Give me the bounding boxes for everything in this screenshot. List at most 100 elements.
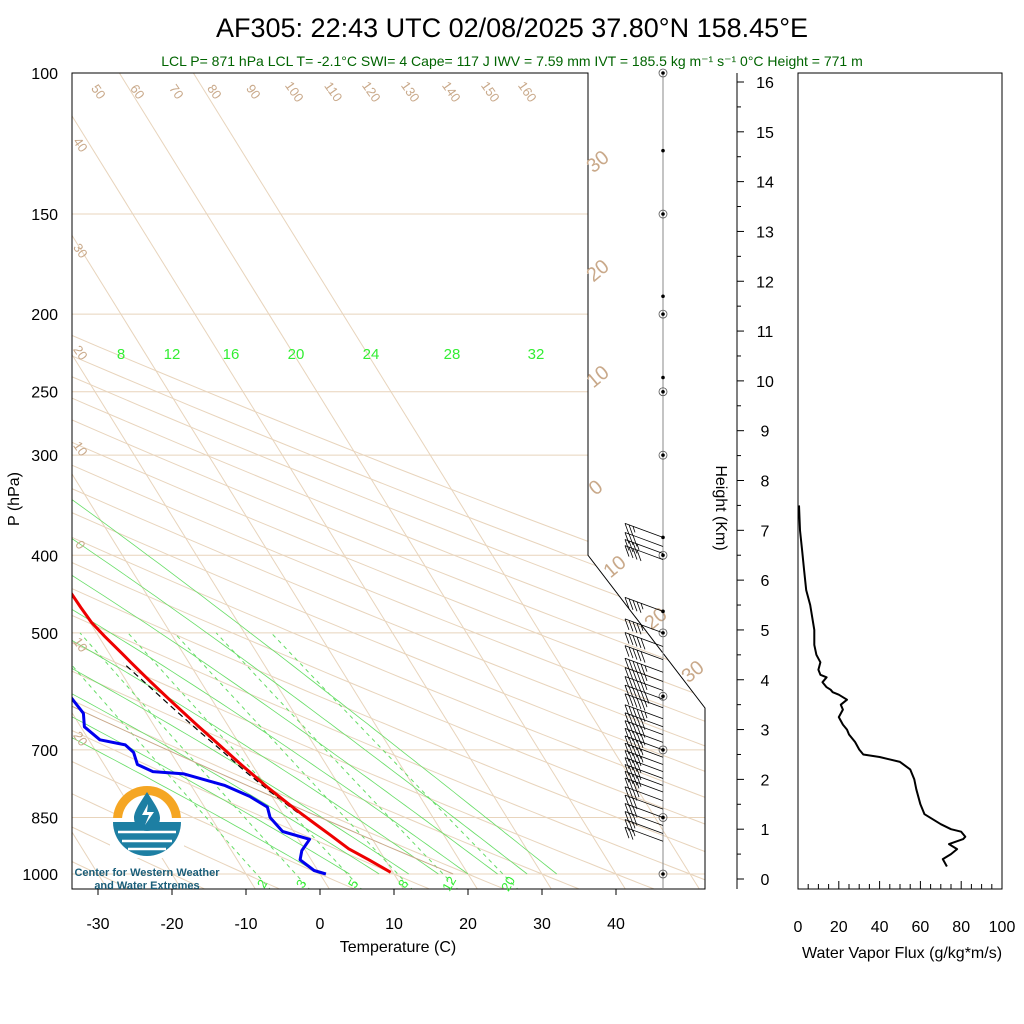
wind-barb-half-flag xyxy=(640,624,644,631)
wind-barb xyxy=(624,770,664,787)
dry-adiabat-label: 120 xyxy=(359,79,384,105)
wind-barb-flag xyxy=(624,685,630,697)
isotherm-line xyxy=(192,73,701,889)
wind-barb-staff xyxy=(624,794,664,810)
wind-barb-flag xyxy=(624,539,630,551)
wind-barb-staff xyxy=(624,750,664,765)
wind-barb-staff xyxy=(624,777,664,793)
temperature-tick-label: -20 xyxy=(160,916,183,933)
calm-wind-circle xyxy=(658,813,668,822)
wind-barb-flag xyxy=(624,735,630,748)
wind-barb xyxy=(624,545,664,562)
wind-barb-staff xyxy=(624,545,664,560)
isotherm-line xyxy=(72,73,553,889)
wind-barb-flag xyxy=(632,542,638,554)
wind-barb xyxy=(624,632,664,650)
wind-barb-flag xyxy=(632,548,638,560)
temperature-tick-label: -10 xyxy=(234,916,257,933)
dewpoint-line xyxy=(72,562,327,876)
flux-tick-label: 40 xyxy=(871,919,889,936)
isotherm-label: 40 xyxy=(70,134,91,154)
wind-barb-staff xyxy=(624,735,664,751)
mixing-ratio-label: 12 xyxy=(164,346,181,363)
wind-barb-flag xyxy=(628,524,634,537)
wind-barb-staff xyxy=(624,676,664,691)
flux-tick-label: 60 xyxy=(912,919,930,936)
wind-barb-flag xyxy=(636,601,642,613)
wind-barb-flag xyxy=(624,827,630,839)
wind-barb-flag xyxy=(632,780,638,793)
wind-barb-staff xyxy=(624,819,664,834)
wind-barb-flag xyxy=(624,597,630,609)
moist-adiabat-line xyxy=(72,346,439,875)
wind-barb-half-flag xyxy=(640,603,644,610)
isotherm-line xyxy=(118,73,627,889)
logo-text-line1: Center for Western Weather xyxy=(74,867,220,879)
wind-barb-staff xyxy=(624,667,664,682)
mixing-ratio-line xyxy=(72,632,273,889)
dry-adiabat-line xyxy=(72,73,660,889)
wind-barb-flag xyxy=(624,523,630,535)
dry-adiabat-line xyxy=(72,73,510,889)
height-tick-label: 4 xyxy=(761,673,770,690)
wind-barb-half-flag xyxy=(644,665,648,672)
wind-barb-flag xyxy=(636,671,642,684)
pressure-tick-label: 700 xyxy=(31,743,58,760)
wind-barb-flag xyxy=(628,828,634,840)
y-axis-label: P (hPa) xyxy=(6,472,23,526)
wind-barb xyxy=(624,786,664,802)
wind-barb-staff xyxy=(624,704,664,720)
wind-level-dot xyxy=(661,212,665,216)
wind-barb-flag xyxy=(632,767,638,779)
dry-adiabat-label: 50 xyxy=(88,81,109,101)
chart-title: AF305: 22:43 UTC 02/08/2025 37.80°N 158.… xyxy=(216,13,808,43)
dry-adiabat-line xyxy=(72,73,705,889)
pressure-tick-label: 150 xyxy=(31,207,58,224)
wind-barb xyxy=(624,684,664,704)
flux-tick-label: 80 xyxy=(952,919,970,936)
wind-barb-flag xyxy=(624,777,630,790)
wind-barb-flag xyxy=(628,751,634,764)
wind-barb-flag xyxy=(628,772,634,784)
wind-barb-staff xyxy=(624,712,664,728)
wind-barb-half-flag xyxy=(636,790,640,798)
wind-barb-staff xyxy=(624,770,664,786)
dry-adiabat-line xyxy=(72,73,210,889)
dry-adiabat-line xyxy=(72,73,705,889)
isotherm-label: 30 xyxy=(70,240,91,260)
height-tick-label: 6 xyxy=(761,573,770,590)
wind-barb-flag xyxy=(636,636,642,649)
isobar-lines xyxy=(72,73,705,875)
wind-barb-flag xyxy=(632,774,638,786)
wind-barb-flag xyxy=(640,682,646,694)
wind-barb-flag xyxy=(632,753,638,765)
dry-adiabat-line xyxy=(72,73,705,889)
wind-barb-flag xyxy=(628,765,634,778)
wind-level-dot xyxy=(661,872,665,876)
height-tick-label: 12 xyxy=(756,274,774,291)
wind-level-dot xyxy=(661,148,665,153)
height-tick-label: 10 xyxy=(756,374,774,391)
moist-adiabat-line xyxy=(72,346,498,875)
wind-barb-flag xyxy=(632,696,638,708)
wind-barb xyxy=(624,811,664,826)
wind-barb-staff xyxy=(624,757,664,772)
dry-adiabat-line xyxy=(72,73,705,889)
wind-barb-staff xyxy=(624,618,664,634)
wind-barb-staff xyxy=(624,764,664,779)
wind-barb-flag xyxy=(636,689,642,701)
wind-barb-flag xyxy=(628,659,634,671)
dry-adiabat-label: 160 xyxy=(515,79,540,105)
wind-barb-flag xyxy=(628,677,634,690)
wind-barb xyxy=(624,750,664,767)
height-tick-label: 16 xyxy=(756,75,774,92)
wind-barb-flag xyxy=(628,668,634,681)
wind-barb-staff xyxy=(624,786,664,802)
wind-barb-flag xyxy=(632,648,638,660)
wind-scale-label: 10 xyxy=(582,361,613,392)
wind-barb-flag xyxy=(628,546,634,559)
dry-adiabat-line xyxy=(72,73,435,889)
calm-wind-circle xyxy=(658,209,668,219)
